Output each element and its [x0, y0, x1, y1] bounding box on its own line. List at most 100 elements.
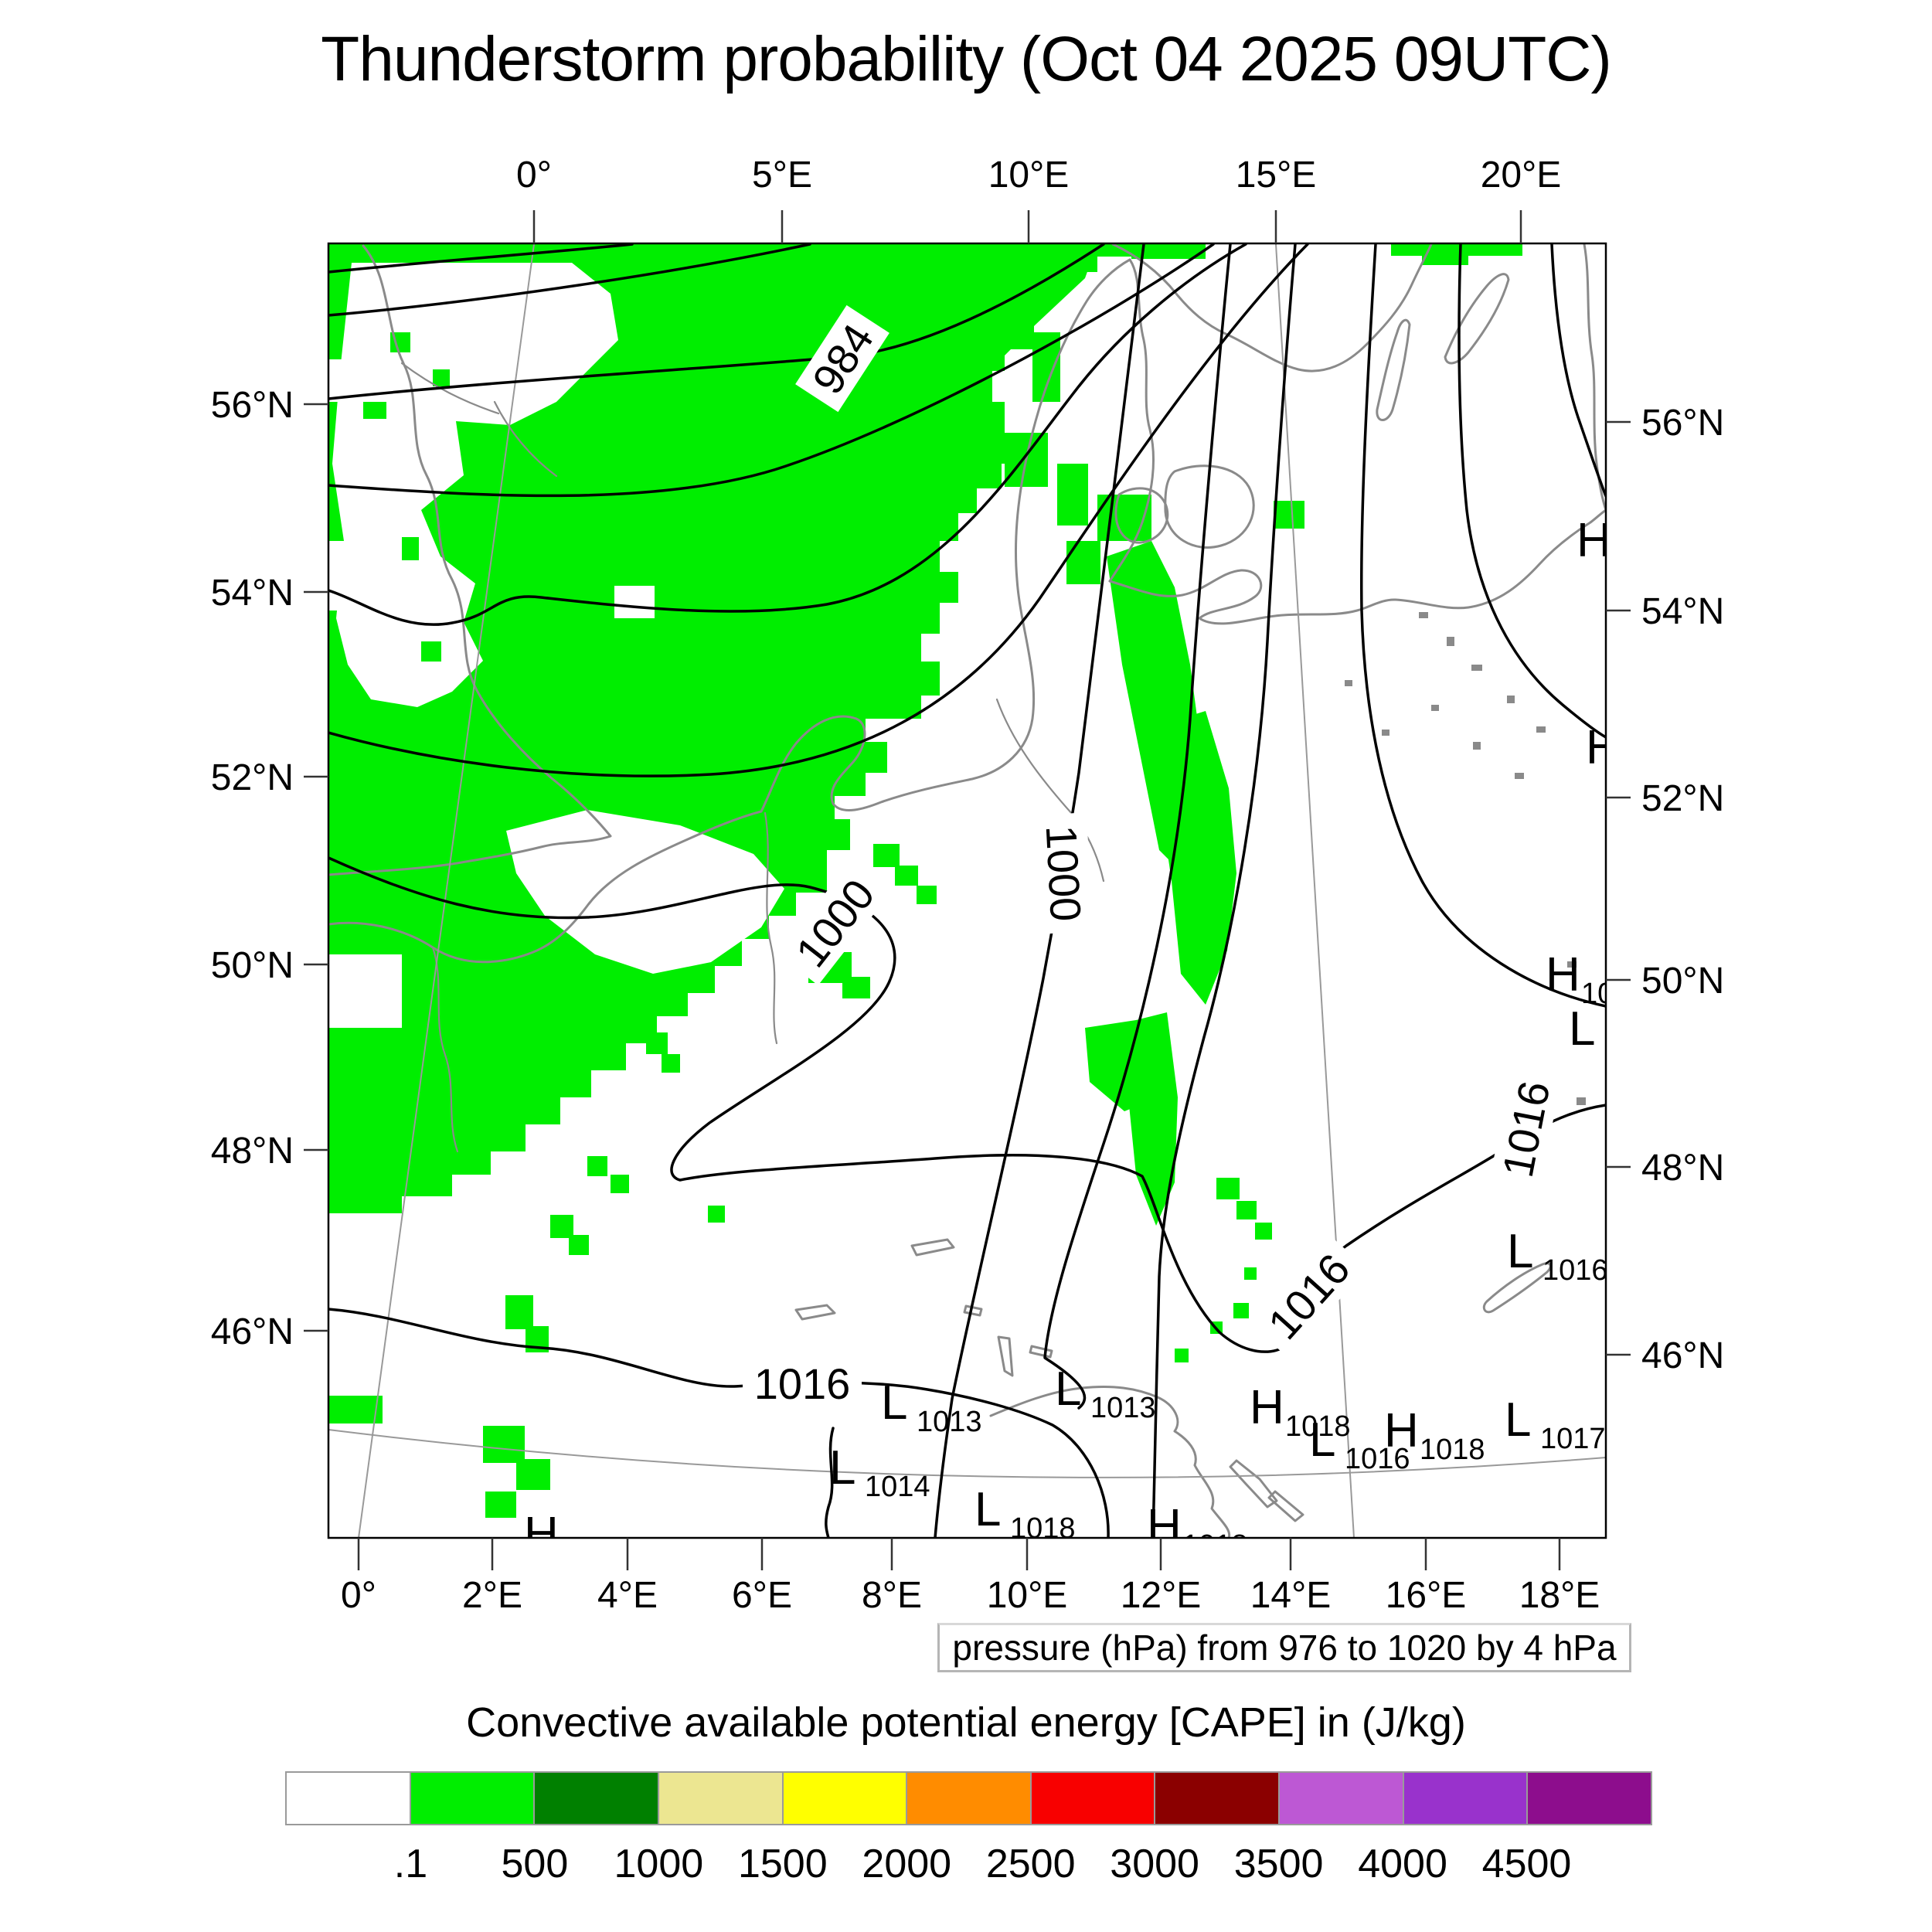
graticule: [328, 243, 1606, 1538]
isobar-label-box: [1488, 1066, 1563, 1192]
cape-colorbar: [285, 1771, 1652, 1825]
pressure-value: 1017: [1540, 1423, 1606, 1455]
pressure-value: 1016: [1543, 1254, 1608, 1287]
isobar-label-text: 1000: [1037, 824, 1090, 923]
cape-patches: [328, 243, 1522, 1518]
coastline-alpine-lakes: [794, 1238, 1053, 1377]
cape-colorbar-cell: [1528, 1773, 1651, 1824]
meridian-0E: [358, 243, 535, 1538]
cape-colorbar-cell: [535, 1773, 659, 1824]
pressure-letter: H: [524, 1508, 559, 1561]
pressure-caption: pressure (hPa) from 976 to 1020 by 4 hPa: [937, 1623, 1631, 1672]
bottom-axis-label: 12°E: [1121, 1575, 1202, 1616]
bottom-axis-label: 14°E: [1250, 1575, 1332, 1616]
left-axis-label: 54°N: [211, 573, 294, 614]
cape-gap-notch: [328, 954, 402, 1028]
high-pressure-marker: H 1018: [1147, 1500, 1248, 1562]
right-axis-label: 48°N: [1641, 1148, 1724, 1189]
isobar-value-label: 1016: [743, 1358, 862, 1409]
legend-title: Convective available potential energy [C…: [466, 1699, 1466, 1746]
left-axis-label: 56°N: [211, 385, 294, 426]
pressure-value: 1014: [865, 1471, 930, 1503]
cape-colorbar-label: 500: [501, 1842, 569, 1886]
isobar-label-box: [1036, 812, 1093, 934]
coastline-adriatic-islands: [1229, 1459, 1304, 1522]
low-pressure-marker: L 1014: [829, 1441, 930, 1503]
cape-colorbar-cell: [1155, 1773, 1281, 1824]
cape-colorbar-label: 4500: [1481, 1842, 1572, 1886]
right-axis-label: 56°N: [1641, 403, 1724, 444]
coastline-sweden: [1111, 243, 1433, 372]
top-axis-label: 20°E: [1481, 155, 1562, 196]
low-pressure-marker: L 1016: [1507, 1225, 1608, 1287]
isobar-label-box: [777, 860, 892, 985]
coastline-danish-isles: [1114, 464, 1255, 549]
axes: 0° 5°E 10°E 15°E 20°E 0° 2°E 4°E 6°E 8°E 10°E 12°E 1…: [211, 155, 1725, 1616]
cape-colorbar-label: 1500: [737, 1842, 828, 1886]
coastline-france-belgium: [328, 810, 763, 964]
pressure-value: 1018: [1182, 1529, 1248, 1562]
top-axis-label: 15°E: [1236, 155, 1317, 196]
pressure-letter: L: [975, 1483, 1001, 1536]
high-pressure-marker: H 1018: [1384, 1404, 1485, 1466]
cape-colorbar-label: 2000: [862, 1842, 952, 1886]
top-axis-label: 0°: [516, 155, 552, 196]
coastline-jutland-east: [1108, 258, 1155, 583]
cape-gap-sea: [614, 586, 655, 618]
isobar-label-box: [743, 1358, 862, 1409]
pressure-letter: L: [1505, 1393, 1531, 1447]
map-frame: [327, 242, 1607, 1539]
bottom-axis-label: 8°E: [862, 1575, 922, 1616]
isobar-label-text: 1016: [754, 1359, 851, 1408]
right-axis-label: 50°N: [1641, 961, 1724, 1002]
isobar-value-label: 1016: [1249, 1234, 1368, 1358]
top-axis-label: 5°E: [752, 155, 812, 196]
coastline-balaton: [1482, 1262, 1552, 1314]
coastline-adriatic-istria: [989, 1386, 1231, 1538]
cape-colorbar-cell: [1403, 1773, 1529, 1824]
pressure-value: 1018: [1285, 1410, 1351, 1443]
cape-colorbar-cell: [287, 1773, 411, 1824]
high-pressure-marker: H: [1586, 721, 1606, 774]
low-pressure-marker: L 1013: [1055, 1362, 1156, 1424]
pressure-letter: H: [1577, 514, 1611, 567]
low-pressure-marker: L 1017: [1505, 1393, 1606, 1455]
pressure-letter: L: [1507, 1225, 1533, 1278]
pressure-letter: H: [1250, 1381, 1284, 1434]
cape-colorbar-cell: [907, 1773, 1032, 1824]
isobar-label-box: [1249, 1234, 1368, 1358]
cape-probability-field: [328, 243, 1522, 1518]
top-axis-label: 10°E: [988, 155, 1070, 196]
lake-specks: [1345, 612, 1586, 1105]
cape-colorbar-label: 3000: [1110, 1842, 1199, 1886]
cape-colorbar-cell: [658, 1773, 784, 1824]
pressure-letter: H: [1384, 1404, 1419, 1458]
pressure-letter: L: [1055, 1362, 1081, 1416]
cape-colorbar-label: .1: [393, 1842, 428, 1886]
cape-colorbar-cell: [1280, 1773, 1404, 1824]
high-pressure-marker: H: [1577, 514, 1611, 567]
cape-gap-channel: [506, 810, 784, 974]
pressure-value: 1013: [917, 1406, 982, 1438]
cape-colorbar-cell: [1031, 1773, 1156, 1824]
bottom-axis-label: 0°: [341, 1575, 376, 1616]
cape-main-region: [328, 243, 1131, 1213]
high-pressure-marker: H 10: [1546, 948, 1614, 1010]
pressure-value: 1018: [1420, 1434, 1485, 1466]
cape-colorbar-label: 2500: [985, 1842, 1076, 1886]
left-axis-label: 46°N: [211, 1311, 294, 1352]
left-axis-label: 48°N: [211, 1131, 294, 1172]
pressure-value: 1016: [1345, 1443, 1410, 1475]
left-axis-label: 52°N: [211, 757, 294, 798]
bottom-axis-label: 16°E: [1386, 1575, 1467, 1616]
cape-colorbar-cell: [783, 1773, 908, 1824]
parallel-45N: [328, 1429, 1606, 1478]
cape-gap-notch: [328, 541, 352, 611]
pressure-value: 10: [1581, 978, 1614, 1010]
isobar-value-label: 1016: [1488, 1066, 1563, 1192]
pressure-letter: H: [1546, 948, 1580, 1002]
right-axis-label: 52°N: [1641, 778, 1724, 819]
pressure-letter: L: [881, 1376, 907, 1430]
